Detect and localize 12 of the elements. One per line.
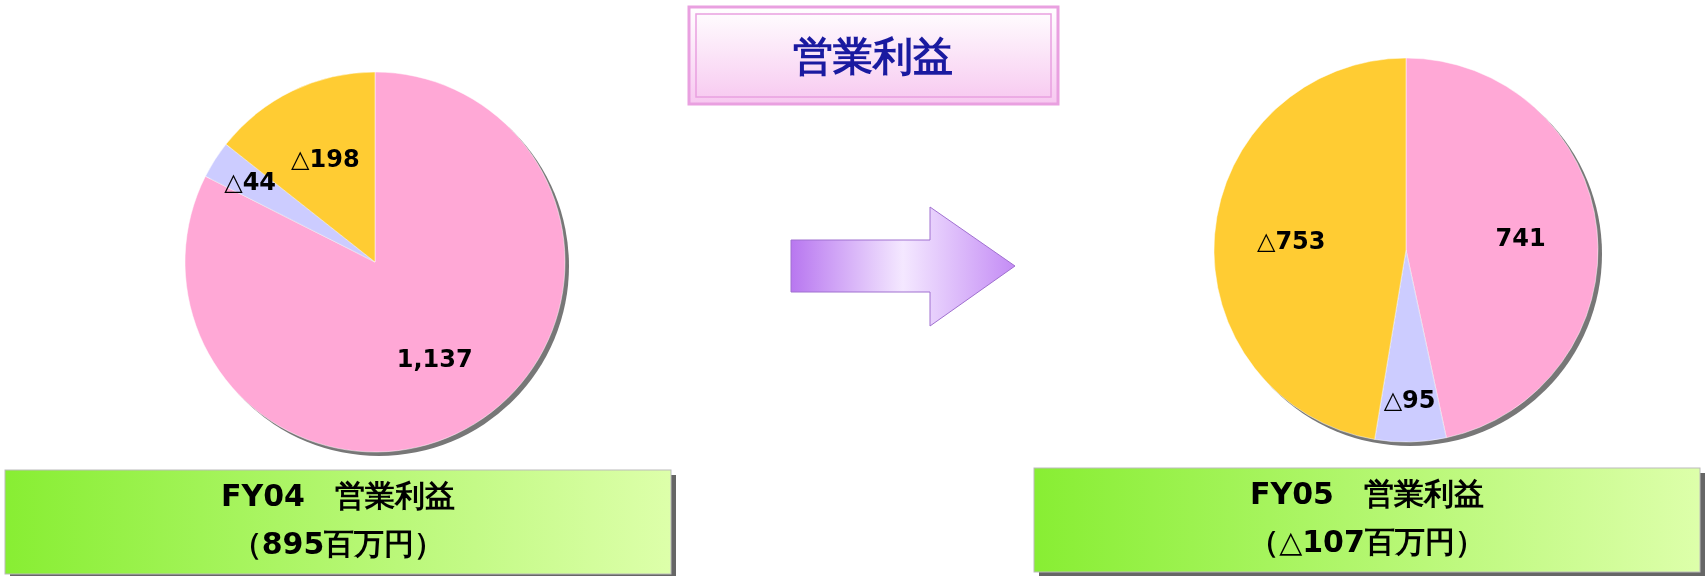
text: （△107百万円） <box>1249 524 1485 559</box>
data-label: △753 <box>1256 226 1326 255</box>
data-label: 1,137 <box>396 345 473 374</box>
data-label: △95 <box>1383 385 1436 414</box>
data-label: 741 <box>1495 223 1546 252</box>
text: FY05 営業利益 <box>1250 476 1484 511</box>
text: FY04 営業利益 <box>221 478 455 513</box>
data-label: △44 <box>224 168 277 197</box>
pie-slice <box>184 71 566 453</box>
text: 営業利益 <box>793 33 953 79</box>
data-label: △198 <box>291 145 360 174</box>
text: （895百万円） <box>231 526 445 561</box>
